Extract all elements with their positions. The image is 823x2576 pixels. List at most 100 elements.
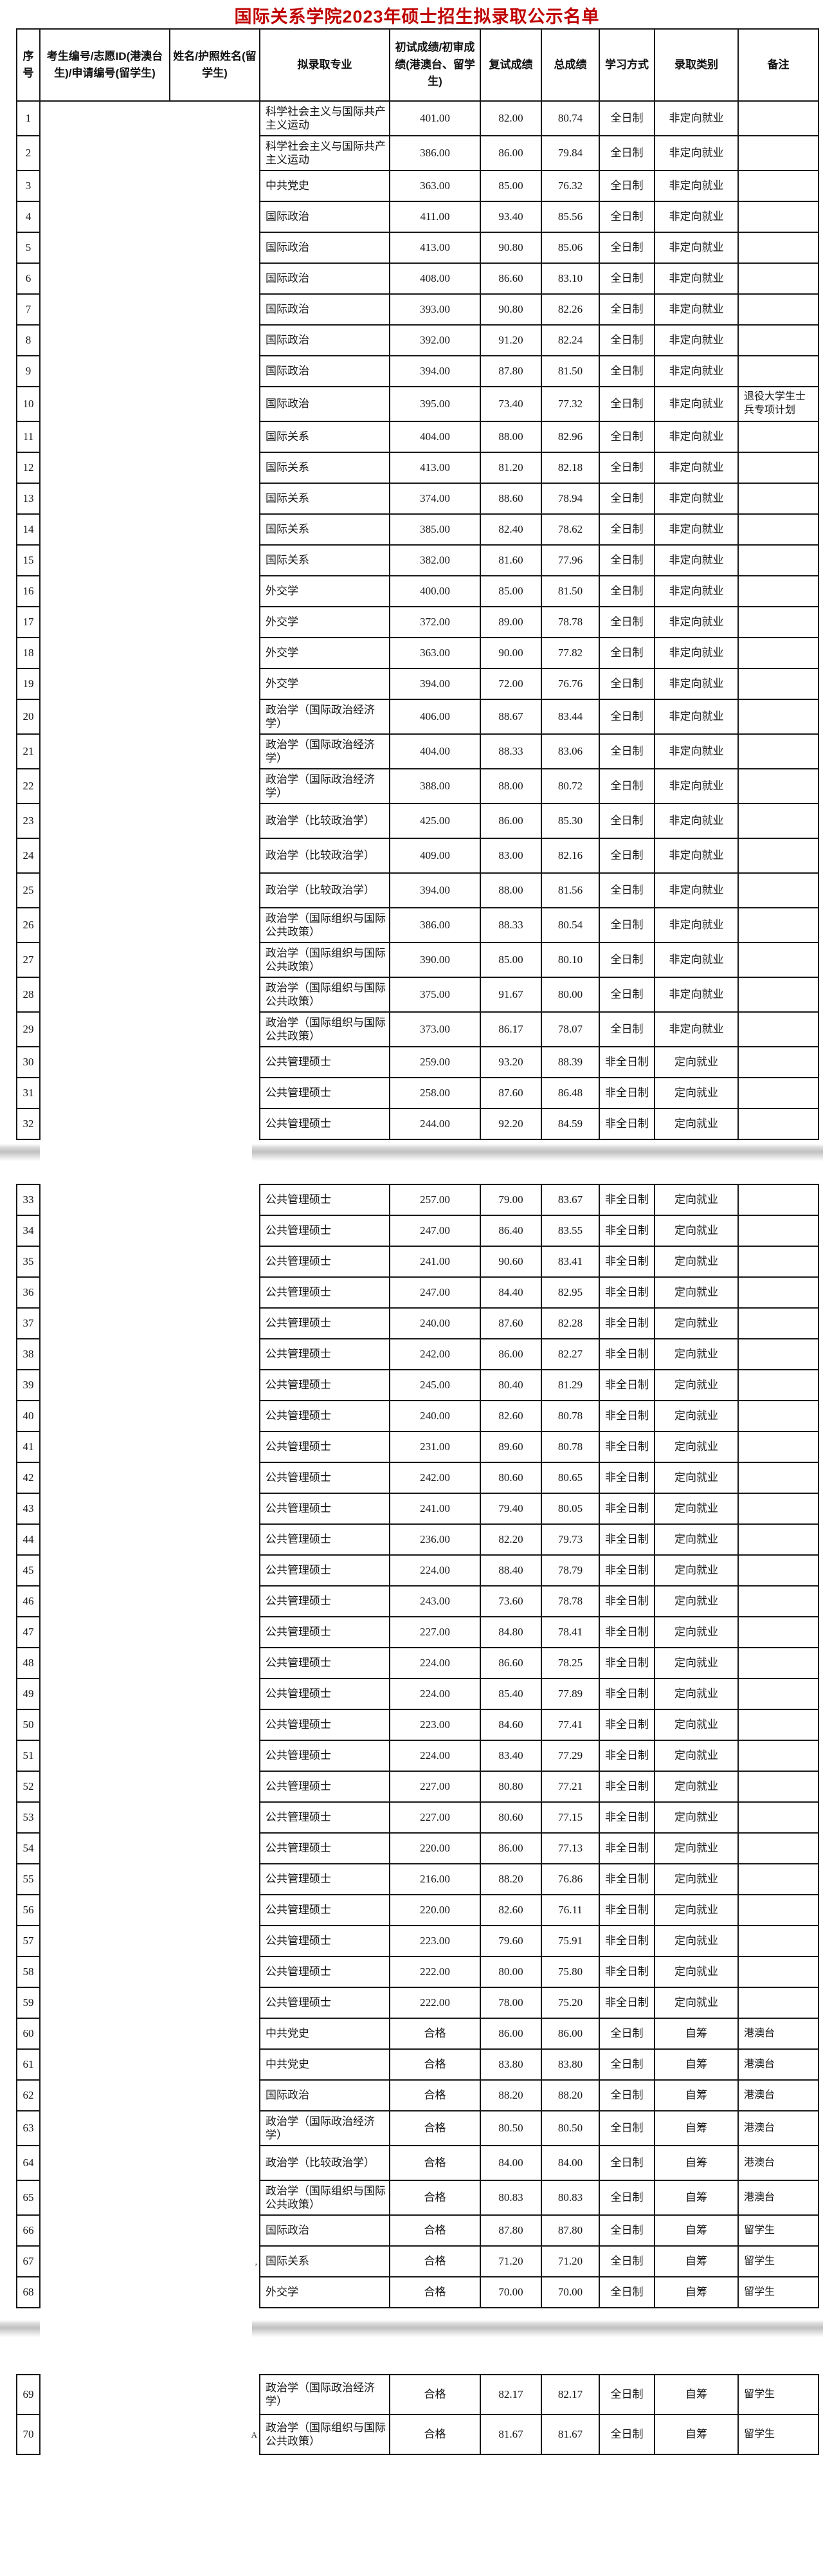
table-header-row: 序号 考生编号/志愿ID(港澳台生)/申请编号(留学生) 姓名/护照姓名(留学生) 拟… <box>16 28 819 102</box>
cell-admission-type: 定向就业 <box>654 1647 739 1679</box>
cell-initial-score: 404.00 <box>389 421 481 453</box>
table-row: 66 国际政治 合格 87.80 87.80 全日制 自筹 留学生 <box>16 2214 819 2247</box>
cell-total-score: 83.55 <box>541 1215 600 1247</box>
cell-initial-score: 合格 <box>389 2110 481 2146</box>
cell-study-mode: 非全日制 <box>599 1925 655 1957</box>
header-serial-no: 序号 <box>16 28 41 102</box>
table-row: 8 国际政治 392.00 91.20 82.24 全日制 非定向就业 <box>16 324 819 356</box>
cell-major: 科学社会主义与国际共产主义运动 <box>259 100 390 136</box>
cell-candidate-id <box>39 514 170 545</box>
table-row: 48 公共管理硕士 224.00 86.60 78.25 非全日制 定向就业 <box>16 1647 819 1679</box>
cell-serial-no: 12 <box>16 452 41 484</box>
table-row: 1 科学社会主义与国际共产主义运动 401.00 82.00 80.74 全日制 非定向就业 <box>16 100 819 136</box>
cell-serial-no: 42 <box>16 1462 41 1494</box>
cell-study-mode: 非全日制 <box>599 1369 655 1401</box>
cell-major: 政治学（国际政治经济学） <box>259 699 390 735</box>
table-row: 53 公共管理硕士 227.00 80.60 77.15 非全日制 定向就业 <box>16 1801 819 1834</box>
cell-serial-no: 3 <box>16 170 41 202</box>
cell-name <box>170 294 260 325</box>
cell-remark <box>737 575 819 607</box>
cell-study-mode: 全日制 <box>599 2018 655 2050</box>
table-row: 43 公共管理硕士 241.00 79.40 80.05 非全日制 定向就业 <box>16 1493 819 1525</box>
cell-total-score: 85.30 <box>541 803 600 839</box>
cell-serial-no: 2 <box>16 135 41 171</box>
cell-admission-type: 非定向就业 <box>654 1011 739 1047</box>
cell-total-score: 78.78 <box>541 606 600 638</box>
cell-study-mode: 非全日制 <box>599 1771 655 1803</box>
cell-initial-score: 216.00 <box>389 1863 481 1895</box>
cell-initial-score: 392.00 <box>389 324 481 356</box>
cell-initial-score: 411.00 <box>389 201 481 233</box>
cell-major: 政治学（国际政治经济学） <box>259 2374 390 2415</box>
cell-study-mode: 非全日制 <box>599 1616 655 1648</box>
cell-initial-score: 413.00 <box>389 452 481 484</box>
cell-retest-score: 85.00 <box>480 170 542 202</box>
cell-serial-no: 5 <box>16 232 41 264</box>
cell-initial-score: 259.00 <box>389 1046 481 1078</box>
cell-remark <box>737 977 819 1013</box>
cell-major: 政治学（国际政治经济学） <box>259 733 390 769</box>
cell-initial-score: 247.00 <box>389 1276 481 1309</box>
cell-initial-score: 401.00 <box>389 100 481 136</box>
cell-study-mode: 非全日制 <box>599 1046 655 1078</box>
cell-name <box>170 1431 260 1462</box>
cell-remark <box>737 1554 819 1587</box>
cell-remark <box>737 1276 819 1309</box>
cell-admission-type: 非定向就业 <box>654 355 739 387</box>
cell-admission-type: 定向就业 <box>654 1246 739 1278</box>
cell-total-score: 81.56 <box>541 872 600 908</box>
cell-serial-no: 66 <box>16 2214 41 2247</box>
cell-serial-no: 36 <box>16 1276 41 1309</box>
cell-serial-no: 61 <box>16 2048 41 2081</box>
cell-candidate-id <box>39 1771 170 1802</box>
cell-study-mode: 全日制 <box>599 483 655 515</box>
cell-remark <box>737 1801 819 1834</box>
cell-total-score: 77.29 <box>541 1740 600 1772</box>
cell-initial-score: 220.00 <box>389 1832 481 1864</box>
cell-major: 公共管理硕士 <box>259 1801 390 1834</box>
cell-initial-score: 385.00 <box>389 513 481 546</box>
cell-admission-type: 定向就业 <box>654 1369 739 1401</box>
cell-study-mode: 全日制 <box>599 324 655 356</box>
cell-study-mode: 全日制 <box>599 100 655 136</box>
cell-remark <box>737 483 819 515</box>
cell-total-score: 82.24 <box>541 324 600 356</box>
cell-candidate-id <box>39 873 170 908</box>
table-row: 33 公共管理硕士 257.00 79.00 83.67 非全日制 定向就业 <box>16 1184 819 1216</box>
cell-initial-score: 222.00 <box>389 1956 481 1988</box>
cell-study-mode: 非全日制 <box>599 1709 655 1741</box>
cell-major: 公共管理硕士 <box>259 1956 390 1988</box>
cell-total-score: 82.18 <box>541 452 600 484</box>
cell-name <box>170 2215 260 2246</box>
cell-remark <box>737 699 819 735</box>
cell-name <box>170 1802 260 1833</box>
cell-major: 公共管理硕士 <box>259 1832 390 1864</box>
cell-remark <box>737 1462 819 1494</box>
cell-initial-score: 合格 <box>389 2214 481 2247</box>
cell-initial-score: 382.00 <box>389 544 481 576</box>
cell-remark <box>737 544 819 576</box>
cell-admission-type: 定向就业 <box>654 1894 739 1926</box>
cell-initial-score: 374.00 <box>389 483 481 515</box>
cell-retest-score: 85.00 <box>480 575 542 607</box>
cell-remark <box>737 1647 819 1679</box>
cell-serial-no: 48 <box>16 1647 41 1679</box>
cell-remark <box>737 1307 819 1339</box>
cell-serial-no: 40 <box>16 1400 41 1432</box>
cell-remark <box>737 733 819 769</box>
cell-serial-no: 35 <box>16 1246 41 1278</box>
cell-major: 政治学（国际组织与国际公共政策） <box>259 942 390 978</box>
cell-retest-score: 80.50 <box>480 2110 542 2146</box>
cell-candidate-id <box>39 769 170 804</box>
cell-study-mode: 全日制 <box>599 232 655 264</box>
cell-candidate-id <box>39 1926 170 1956</box>
cell-name <box>170 452 260 483</box>
cell-initial-score: 合格 <box>389 2180 481 2216</box>
cell-name <box>170 1339 260 1370</box>
cell-initial-score: 合格 <box>389 2018 481 2050</box>
cell-remark <box>737 942 819 978</box>
cell-admission-type: 非定向就业 <box>654 733 739 769</box>
cell-total-score: 80.65 <box>541 1462 600 1494</box>
cell-total-score: 86.48 <box>541 1077 600 1109</box>
cell-admission-type: 非定向就业 <box>654 606 739 638</box>
